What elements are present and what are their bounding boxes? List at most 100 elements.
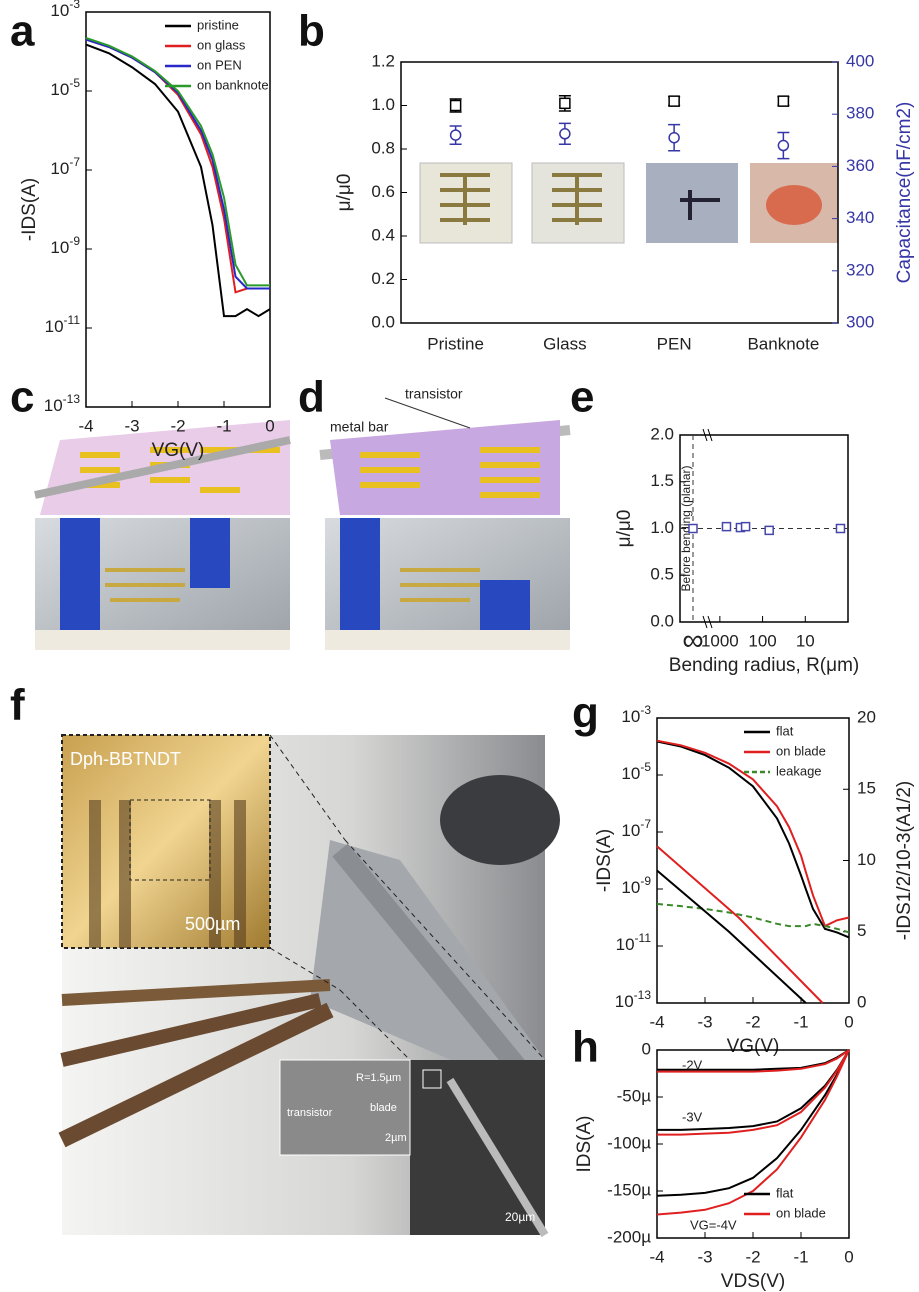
y-tick-label: 10-5 [50, 76, 80, 99]
curve-annotation: VG=-4V [690, 1217, 737, 1232]
y-tick-label: 10-3 [50, 0, 80, 20]
x-tick-label: -3 [124, 416, 139, 435]
x-tick-label: -2 [170, 416, 185, 435]
y-tick-label: -50µ [617, 1086, 652, 1105]
y-axis-label: μ/μ0 [334, 174, 355, 212]
y-tick-label: 10-7 [621, 817, 651, 840]
chart: -4-3-2-1010-1310-1110-910-710-510-305101… [594, 703, 915, 1057]
y-tick-label: 10-3 [621, 703, 651, 726]
marker [765, 526, 773, 534]
photo-label: 500µm [185, 914, 240, 934]
marker [451, 101, 461, 111]
y-tick-label: 10-11 [45, 313, 81, 336]
y-tick-label: 0.8 [371, 138, 395, 157]
plot-frame [86, 12, 270, 407]
panel-label: h [572, 1023, 599, 1072]
curve-annotation: -2V [682, 1057, 703, 1072]
x-axis-label: VG(V) [727, 1036, 780, 1057]
y-tick-label: 0.4 [371, 225, 395, 244]
marker [560, 98, 570, 108]
x-tick-label: Banknote [747, 334, 819, 353]
data-line [657, 870, 806, 1003]
y-tick-label: 0 [642, 1039, 651, 1058]
y2-tick-label: 300 [846, 312, 874, 331]
y2-tick-label: 340 [846, 208, 874, 227]
x-tick-label: Glass [543, 334, 586, 353]
x-tick-label: 1000 [701, 631, 739, 650]
y-tick-label: 10-7 [50, 155, 80, 178]
marker [778, 96, 788, 106]
marker [560, 129, 570, 139]
photo-label: blade [370, 1102, 397, 1114]
y-tick-label: 0.6 [371, 182, 395, 201]
y-tick-label: 0.5 [650, 565, 674, 584]
x-tick-label: 10 [796, 631, 815, 650]
substrate-photos [420, 163, 838, 243]
y-tick-label: 10-9 [621, 874, 651, 897]
x-tick-label: 0 [265, 416, 274, 435]
marker [778, 141, 788, 151]
y-tick-label: 2.0 [650, 424, 674, 443]
photo-label: 2µm [385, 1132, 407, 1144]
figure: transistor metal bar Dph-BBTNDT 500µm tr… [0, 0, 919, 1292]
y2-tick-label: 380 [846, 104, 874, 123]
photo-label: R=1.5µm [356, 1072, 401, 1084]
y2-tick-label: 20 [857, 707, 876, 726]
x-tick-label: 0 [844, 1012, 853, 1031]
x-tick-label: -4 [649, 1012, 664, 1031]
marker [669, 133, 679, 143]
x-axis-label: VDS(V) [721, 1271, 785, 1292]
legend-label: on banknote [197, 77, 269, 92]
y-tick-label: 0.0 [371, 312, 395, 331]
legend-label: flat [776, 1185, 794, 1200]
y2-tick-label: 360 [846, 156, 874, 175]
x-tick-label: -2 [745, 1012, 760, 1031]
plot-frame [657, 718, 849, 1003]
y-tick-label: 10-9 [50, 234, 80, 257]
photo-label: metal bar [330, 419, 389, 435]
legend-label: flat [776, 723, 794, 738]
y-tick-label: 0.2 [371, 269, 395, 288]
y2-tick-label: 5 [857, 921, 866, 940]
data-line [657, 846, 823, 1003]
marker [451, 130, 461, 140]
y2-axis-label: -IDS1/2/10-3(A1/2) [894, 781, 915, 940]
legend-label: on glass [197, 37, 246, 52]
marker [669, 96, 679, 106]
marker [836, 525, 844, 533]
y2-tick-label: 320 [846, 260, 874, 279]
panel-label: a [10, 7, 35, 56]
photo-label: Dph-BBTNDT [70, 749, 181, 769]
y-axis-label: μ/μ0 [614, 510, 635, 548]
bending-schematic-d [320, 420, 570, 650]
chart: -4-3-2-10-200µ-150µ-100µ-50µ0VDS(V)IDS(A… [574, 1039, 854, 1292]
y-tick-label: 1.0 [371, 95, 395, 114]
panel-label: c [10, 373, 34, 422]
y2-axis-label: Capacitance(nF/cm2) [894, 102, 915, 284]
x-tick-label: -3 [697, 1012, 712, 1031]
photo-label: transistor [287, 1107, 333, 1119]
y-tick-label: -150µ [607, 1180, 651, 1199]
legend-label: on blade [776, 743, 826, 758]
y-tick-label: 1.5 [650, 471, 674, 490]
y-tick-label: 10-5 [621, 760, 651, 783]
legend-label: on PEN [197, 57, 242, 72]
x-tick-label: 0 [844, 1247, 853, 1266]
x-tick-label: ∞ [682, 624, 703, 657]
legend-label: on blade [776, 1205, 826, 1220]
photo-label: transistor [405, 386, 463, 402]
legend-label: leakage [776, 763, 822, 778]
panel-label: g [572, 689, 599, 738]
y-tick-label: 1.0 [650, 518, 674, 537]
x-tick-label: -1 [216, 416, 231, 435]
x-axis-label: VG(V) [152, 440, 205, 461]
y2-tick-label: 400 [846, 51, 874, 70]
y-axis-label: -IDS(A) [19, 178, 40, 241]
data-line [657, 1050, 849, 1215]
x-tick-label: PEN [657, 334, 692, 353]
curve-annotation: -3V [682, 1109, 703, 1124]
panel-label: f [10, 681, 25, 730]
x-tick-label: 100 [748, 631, 776, 650]
panel-label: d [298, 373, 325, 422]
